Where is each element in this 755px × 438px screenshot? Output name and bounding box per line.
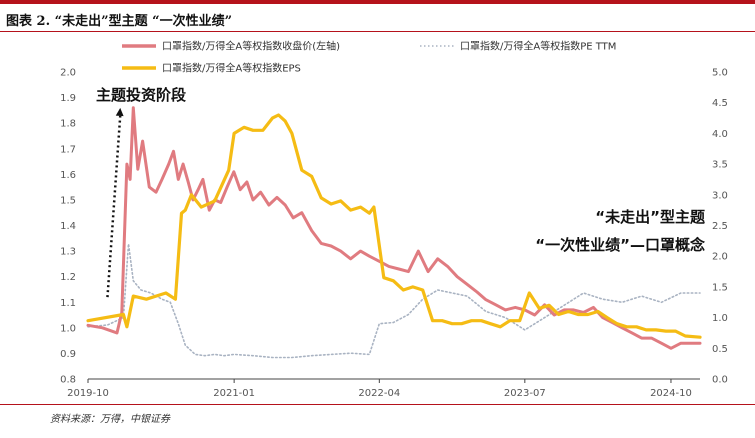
y-left-tick-label: 1.3 [60, 247, 76, 258]
legend-label-1: 口罩指数/万得全A等权指数PE TTM [460, 40, 616, 53]
top-accent-bar [0, 0, 755, 4]
y-left-tick-label: 1.1 [60, 298, 76, 309]
dual-axis-line-chart: 2019-10 2021-01 2022-04 2023-07 2024-10 0.8 0.… [60, 40, 728, 400]
y-left-tick-label: 0.9 [60, 349, 76, 360]
y-left-tick-label: 1.9 [60, 93, 76, 104]
y-left-tick-label: 1.5 [60, 195, 76, 206]
y-right-tick-label: 0.5 [712, 344, 728, 355]
x-tick-label: 2024-10 [650, 388, 692, 399]
y-right-tick-label: 3.5 [712, 160, 728, 171]
y-left-tick-label: 2.0 [60, 68, 76, 79]
y-left-tick-label: 0.8 [60, 375, 76, 386]
arrow-head [115, 107, 124, 117]
y-left-tick-label: 1.8 [60, 119, 76, 130]
y-right-tick-label: 2.5 [712, 221, 728, 232]
legend-label-2: 口罩指数/万得全A等权指数EPS [162, 62, 301, 75]
y-left-tick-label: 1.2 [60, 272, 76, 283]
x-tick-label: 2019-10 [67, 388, 109, 399]
y-right-tick-label: 1.0 [712, 313, 728, 324]
y-right-tick-label: 1.5 [712, 282, 728, 293]
chart-axes: 2019-10 2021-01 2022-04 2023-07 2024-10 0.8 0.… [60, 68, 728, 400]
y-right-tick-label: 2.0 [712, 252, 728, 263]
legend-label-0: 口罩指数/万得全A等权指数收盘价(左轴) [162, 40, 340, 53]
y-left-tick-label: 1.7 [60, 144, 76, 155]
annotation-0: 主题投资阶段 [96, 86, 186, 104]
y-left-tick-label: 1.4 [60, 221, 76, 232]
y-right-tick-label: 0.0 [712, 375, 728, 386]
series-line-0 [86, 106, 702, 350]
x-tick-label: 2021-01 [213, 388, 255, 399]
y-right-tick-label: 4.0 [712, 129, 728, 140]
y-right-tick-label: 5.0 [712, 68, 728, 79]
y-left-tick-label: 1.0 [60, 323, 76, 334]
series-line-1 [87, 243, 701, 359]
series-layer [86, 106, 702, 359]
figure-title: 图表 2. “未走出”型主题 “一次性业绩” [6, 14, 233, 29]
y-right-tick-label: 4.5 [712, 98, 728, 109]
chart-annotations: 主题投资阶段 “未走出”型主题 “一次性业绩”—口罩概念 [96, 86, 706, 298]
annotation-1: “未走出”型主题 [595, 208, 706, 226]
arrow-line [106, 115, 122, 298]
y-left-tick-label: 1.6 [60, 170, 76, 181]
x-tick-label: 2022-04 [358, 388, 400, 399]
y-right-tick-label: 3.0 [712, 190, 728, 201]
source-rule [0, 404, 755, 405]
chart-legend: 口罩指数/万得全A等权指数收盘价(左轴) 口罩指数/万得全A等权指数PE TTM 口… [122, 40, 616, 75]
series-line-2 [86, 113, 702, 339]
annotation-2: “一次性业绩”—口罩概念 [535, 236, 705, 254]
source-note: 资料来源：万得，中银证券 [50, 414, 170, 425]
x-tick-label: 2023-07 [504, 388, 546, 399]
title-rule [0, 31, 755, 32]
